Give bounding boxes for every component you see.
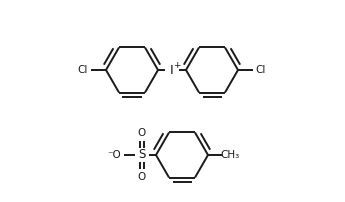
Text: Cl: Cl bbox=[78, 65, 88, 75]
Text: O: O bbox=[138, 128, 146, 138]
Text: S: S bbox=[138, 148, 146, 162]
Text: +: + bbox=[173, 61, 181, 69]
Text: I: I bbox=[170, 63, 174, 77]
Text: CH₃: CH₃ bbox=[220, 150, 240, 160]
Text: O: O bbox=[138, 172, 146, 182]
Text: ⁻O: ⁻O bbox=[107, 150, 121, 160]
Text: Cl: Cl bbox=[256, 65, 266, 75]
